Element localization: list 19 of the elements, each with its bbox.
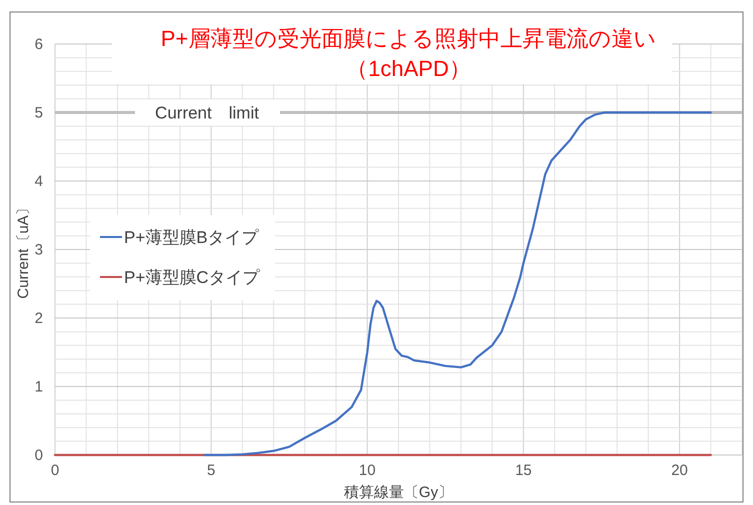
x-axis-title: 積算線量〔Gy〕	[344, 484, 454, 501]
legend-label: P+薄型膜Cタイプ	[124, 268, 261, 287]
ref-line-label: Current limit	[155, 104, 260, 122]
x-tick-label: 20	[671, 462, 688, 479]
y-tick-label: 5	[34, 104, 43, 122]
legend-label: P+薄型膜Bタイプ	[124, 228, 260, 247]
y-tick-label: 0	[34, 447, 43, 464]
chart-title: P+層薄型の受光面膜による照射中上昇電流の違い	[160, 26, 656, 51]
x-tick-label: 10	[358, 462, 376, 479]
y-tick-label: 2	[34, 310, 43, 327]
y-axis-title: Current〔uA〕	[15, 200, 32, 299]
x-tick-label: 5	[206, 462, 216, 479]
y-tick-label: 6	[34, 36, 43, 53]
y-tick-label: 4	[34, 173, 43, 190]
y-tick-label: 1	[34, 378, 43, 396]
x-tick-label: 0	[50, 462, 60, 479]
y-tick-label: 3	[34, 242, 43, 258]
text: （1chAPD）	[346, 56, 471, 81]
x-tick-label: 15	[515, 462, 532, 479]
